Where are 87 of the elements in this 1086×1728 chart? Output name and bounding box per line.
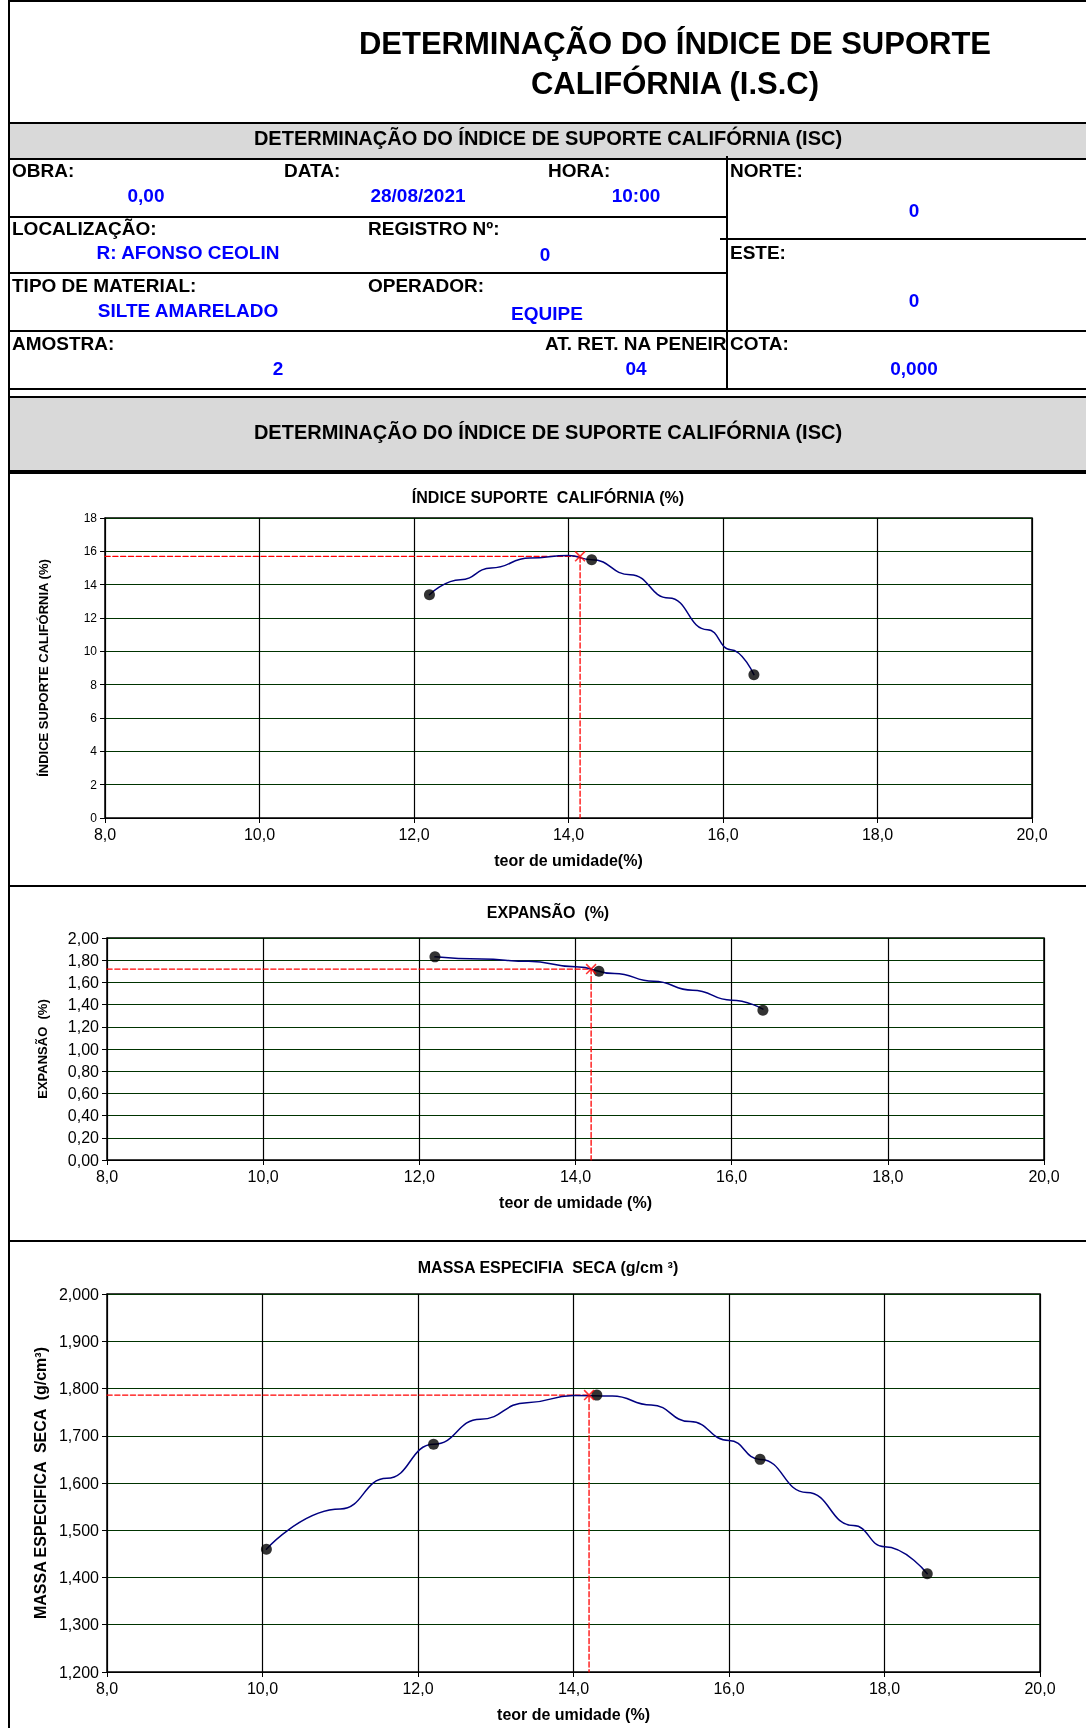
y-tick-label: 1,500 [58, 1521, 100, 1539]
x-tick-label: 18,0 [861, 825, 894, 843]
text: AMOSTRA: [12, 333, 115, 355]
y-axis-title: ÍNDICE SUPORTE CALIFÓRNIA (%) [36, 559, 51, 777]
chart-title: EXPANSÃO (%) [486, 901, 610, 921]
text: 2 [272, 358, 284, 380]
x-axis-title: teor de umidade(%) [494, 851, 643, 869]
y-tick-label: 1,80 [67, 951, 100, 969]
y-tick-label: 12 [83, 611, 98, 625]
x-tick-label: 14,0 [552, 825, 585, 843]
x-tick-label: 16,0 [713, 1679, 745, 1697]
y-tick-label: 1,00 [67, 1040, 100, 1058]
text: OPERADOR: [368, 275, 485, 297]
text: LOCALIZAÇÃO: [12, 218, 157, 240]
y-tick-label: 1,800 [58, 1380, 100, 1397]
text: 0,000 [890, 358, 938, 380]
y-tick-label: 1,900 [58, 1332, 100, 1350]
y-tick-label: 0 [90, 811, 98, 825]
y-tick-label: 1,60 [67, 973, 100, 991]
text: 10:00 [611, 185, 661, 207]
chart-title: ÍNDICE SUPORTE CALIFÓRNIA (%) [411, 487, 685, 506]
text: DATA: [284, 160, 341, 182]
x-tick-label: 18,0 [872, 1167, 904, 1185]
text: COTA: [730, 333, 789, 355]
x-tick-label: 10,0 [243, 825, 276, 843]
x-tick-label: 14,0 [559, 1167, 592, 1185]
x-tick-label: 16,0 [716, 1167, 748, 1185]
y-tick-label: 0,00 [67, 1151, 100, 1169]
text: AT. RET. NA PENEIR [545, 333, 727, 355]
y-tick-label: 6 [90, 711, 98, 725]
x-tick-label: 20,0 [1028, 1167, 1060, 1185]
chart-title: MASSA ESPECIFIA SECA (g/cm ³) [417, 1258, 679, 1276]
y-tick-label: 1,700 [58, 1427, 100, 1445]
text: DETERMINAÇÃO DO ÍNDICE DE SUPORTE CALIFÓRNIA (ISC) [253, 127, 843, 150]
x-tick-label: 14,0 [557, 1679, 590, 1697]
x-tick-label: 18,0 [868, 1679, 901, 1697]
y-tick-label: 18 [83, 511, 98, 525]
y-tick-label: 1,600 [58, 1474, 100, 1492]
x-tick-label: 8,0 [93, 825, 117, 843]
y-tick-label: 14 [83, 577, 98, 592]
text: EQUIPE [511, 303, 583, 325]
y-tick-label: 2,000 [58, 1285, 100, 1303]
text: R: AFONSO CEOLIN [96, 242, 280, 264]
y-tick-label: 0,40 [67, 1107, 100, 1125]
text: 0 [908, 200, 920, 222]
text: 28/08/2021 [370, 185, 466, 207]
y-tick-label: 16 [83, 544, 98, 559]
x-tick-label: 8,0 [95, 1167, 119, 1185]
text: NORTE: [730, 160, 803, 182]
y-tick-label: 1,20 [67, 1018, 100, 1036]
y-tick-label: 2 [90, 777, 98, 792]
y-tick-label: 1,400 [58, 1569, 100, 1586]
y-tick-label: 4 [90, 744, 98, 759]
text: 0 [908, 290, 920, 312]
text: 0,00 [127, 185, 165, 207]
y-tick-label: 8 [90, 677, 98, 692]
y-tick-label: 1,200 [58, 1663, 100, 1681]
y-tick-label: 1,300 [58, 1616, 100, 1634]
x-tick-label: 20,0 [1016, 825, 1048, 843]
y-axis-title: MASSA ESPECIFICA SECA (g/cm³) [31, 1346, 49, 1620]
x-tick-label: 16,0 [707, 825, 739, 843]
y-tick-label: 1,40 [67, 996, 100, 1014]
y-tick-label: 10 [83, 644, 98, 659]
y-tick-label: 0,60 [67, 1084, 100, 1102]
text: 04 [625, 358, 647, 380]
x-tick-label: 20,0 [1024, 1679, 1056, 1697]
text: DETERMINAÇÃO DO ÍNDICE DE SUPORTE CALIFÓRNIA (I.S.C) [357, 25, 993, 103]
y-axis-title: EXPANSÃO (%) [35, 999, 50, 1099]
x-tick-label: 10,0 [246, 1679, 279, 1697]
text: REGISTRO Nº: [368, 218, 500, 240]
text: HORA: [548, 160, 611, 182]
x-tick-label: 12,0 [403, 1167, 436, 1185]
x-axis-title: teor de umidade (%) [499, 1193, 652, 1211]
y-tick-label: 2,00 [67, 929, 100, 947]
text: 0 [539, 244, 551, 266]
x-tick-label: 12,0 [398, 825, 430, 843]
text: OBRA: [12, 160, 75, 182]
y-tick-label: 0,80 [67, 1062, 100, 1080]
text: DETERMINAÇÃO DO ÍNDICE DE SUPORTE CALIFÓRNIA (ISC) [253, 421, 843, 444]
x-axis-title: teor de umidade (%) [497, 1705, 650, 1723]
text: ESTE: [730, 242, 786, 264]
x-tick-label: 12,0 [402, 1679, 434, 1697]
x-tick-label: 10,0 [247, 1167, 279, 1185]
x-tick-label: 8,0 [95, 1679, 119, 1697]
text: TIPO DE MATERIAL: [12, 275, 197, 297]
y-tick-label: 0,20 [67, 1129, 100, 1147]
text: SILTE AMARELADO [97, 300, 279, 322]
